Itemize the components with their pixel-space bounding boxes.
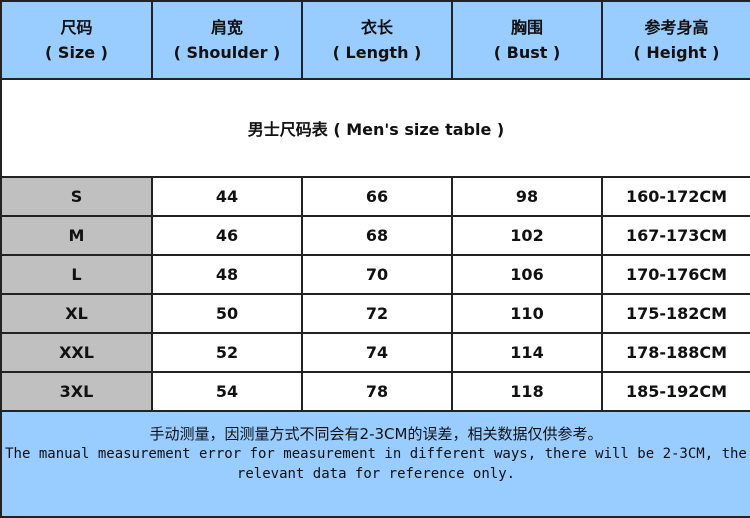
table-row: M 46 68 102 167-173CM [0,215,750,256]
bust-cell: 98 [451,176,603,217]
size-cell: M [0,215,153,256]
header-row: 尺码 ( Size ) 肩宽 ( Shoulder ) 衣长 ( Length ) 胸… [0,0,750,80]
header-bust: 胸围 ( Bust ) [451,0,603,80]
length-cell: 74 [301,332,453,373]
height-cell: 178-188CM [601,332,750,373]
length-cell: 68 [301,215,453,256]
length-cell: 70 [301,254,453,295]
header-en: ( Shoulder ) [173,43,281,62]
length-cell: 72 [301,293,453,334]
height-cell: 167-173CM [601,215,750,256]
table-row: 3XL 54 78 118 185-192CM [0,371,750,412]
size-cell: L [0,254,153,295]
header-en: ( Length ) [332,43,422,62]
bust-cell: 114 [451,332,603,373]
bust-cell: 106 [451,254,603,295]
header-en: ( Height ) [633,43,720,62]
footer-note-cn: 手动测量，因测量方式不同会有2-3CM的误差，相关数据仅供参考。 [149,425,603,443]
header-height: 参考身高 ( Height ) [601,0,750,80]
height-cell: 160-172CM [601,176,750,217]
header-length: 衣长 ( Length ) [301,0,453,80]
height-cell: 185-192CM [601,371,750,412]
bust-cell: 102 [451,215,603,256]
header-en: ( Size ) [45,43,108,62]
shoulder-cell: 50 [151,293,303,334]
header-en: ( Bust ) [493,43,561,62]
height-cell: 170-176CM [601,254,750,295]
footer-note: 手动测量，因测量方式不同会有2-3CM的误差，相关数据仅供参考。 The man… [0,410,750,518]
table-row: L 48 70 106 170-176CM [0,254,750,295]
size-cell: S [0,176,153,217]
header-cn: 尺码 [60,18,93,37]
size-cell: XXL [0,332,153,373]
bust-cell: 110 [451,293,603,334]
header-cn: 衣长 [360,18,393,37]
length-cell: 66 [301,176,453,217]
table-row: XL 50 72 110 175-182CM [0,293,750,334]
bust-cell: 118 [451,371,603,412]
header-cn: 胸围 [510,18,543,37]
footer-note-en: The manual measurement error for measure… [5,446,747,482]
size-cell: XL [0,293,153,334]
table-title: 男士尺码表 ( Men's size table ) [0,78,750,178]
shoulder-cell: 46 [151,215,303,256]
header-cn: 肩宽 [210,18,243,37]
header-shoulder: 肩宽 ( Shoulder ) [151,0,303,80]
shoulder-cell: 44 [151,176,303,217]
shoulder-cell: 52 [151,332,303,373]
height-cell: 175-182CM [601,293,750,334]
table-row: S 44 66 98 160-172CM [0,176,750,217]
table-row: XXL 52 74 114 178-188CM [0,332,750,373]
header-cn: 参考身高 [644,18,709,37]
length-cell: 78 [301,371,453,412]
shoulder-cell: 54 [151,371,303,412]
header-size: 尺码 ( Size ) [0,0,153,80]
size-cell: 3XL [0,371,153,412]
shoulder-cell: 48 [151,254,303,295]
